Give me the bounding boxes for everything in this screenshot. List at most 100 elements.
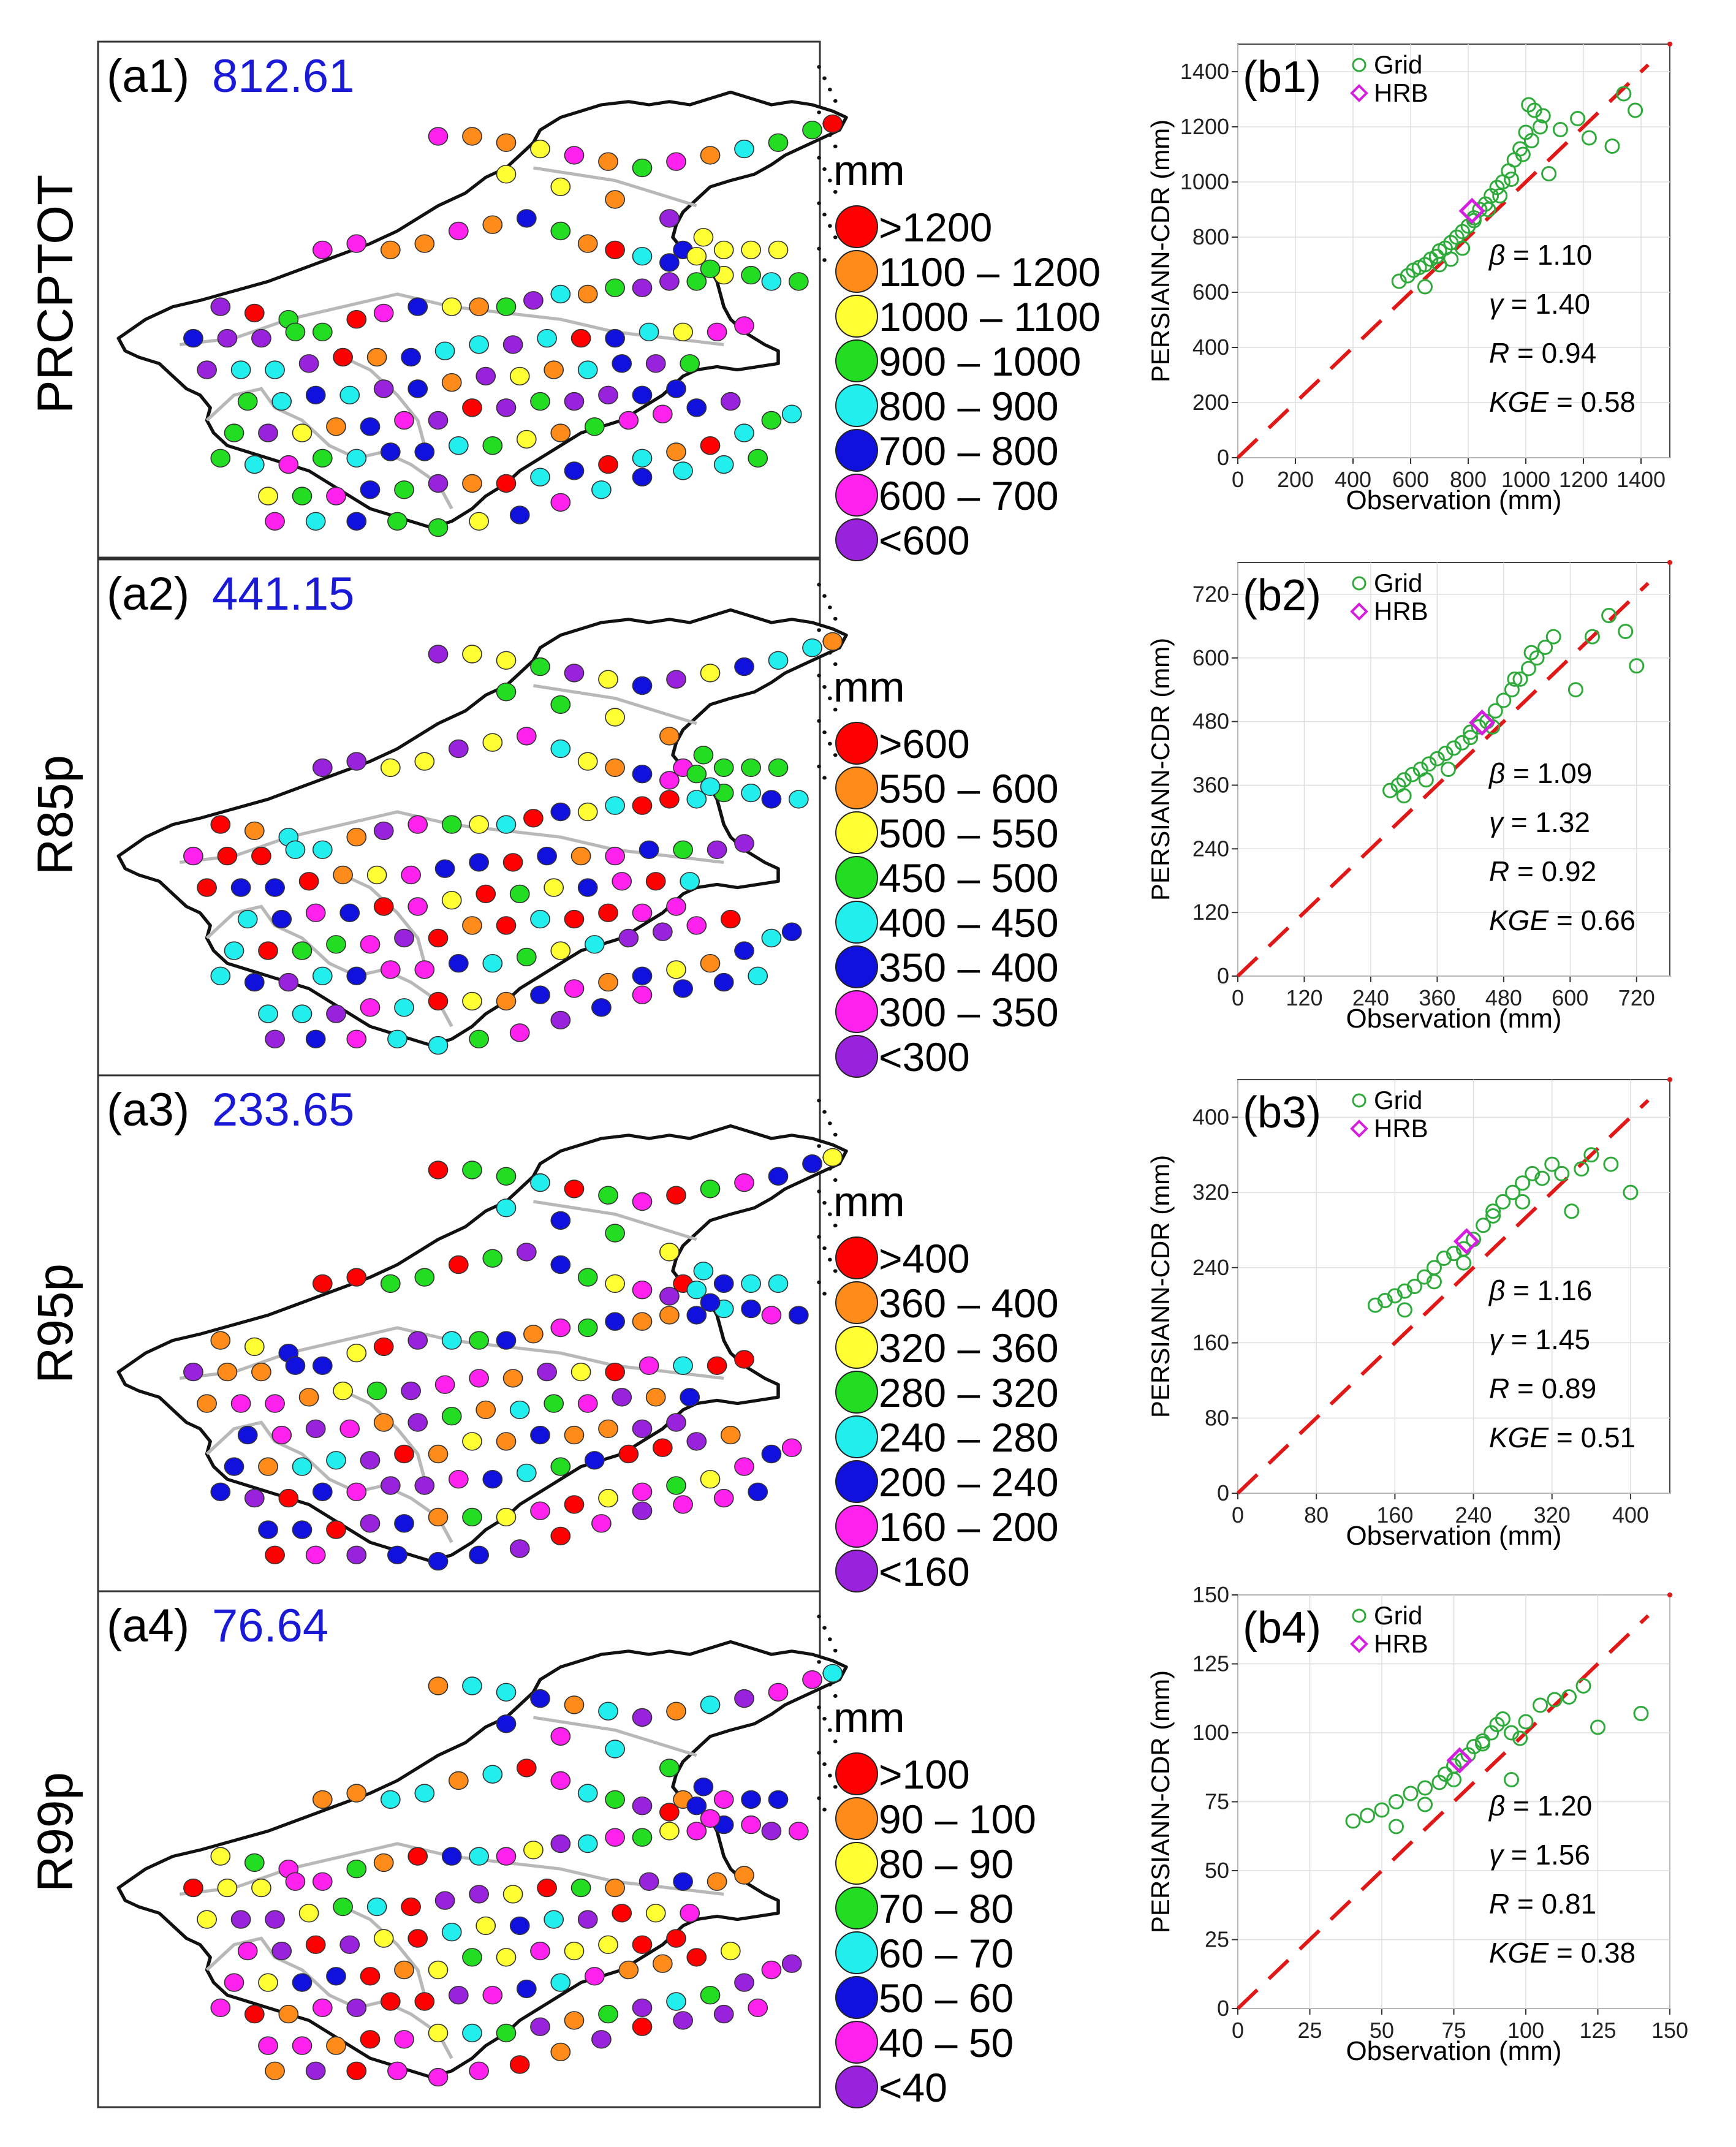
grid-point <box>1440 762 1456 777</box>
scatter-panel-3: 0 80 160 240 320 400 0 80 160 240 320 400 Observatio… <box>1146 1077 1672 1551</box>
station-dot <box>346 1029 367 1048</box>
station-dot <box>469 1545 489 1564</box>
station-dot <box>605 1790 625 1809</box>
island-dot <box>822 1110 827 1114</box>
grid-point <box>1421 756 1437 772</box>
station-dot <box>482 1986 503 2005</box>
station-dot <box>366 347 387 367</box>
x-tick-label: 50 <box>1370 2018 1394 2043</box>
station-dot <box>748 966 768 985</box>
station-dot <box>577 878 598 897</box>
grid-point <box>1403 1785 1419 1801</box>
legend-swatch <box>835 2066 878 2108</box>
station-dot <box>781 922 802 941</box>
legend-swatch <box>835 1842 878 1885</box>
station-dot <box>666 897 686 916</box>
station-dot <box>441 1847 462 1866</box>
y-tick-label: 75 <box>1205 1789 1229 1814</box>
station-dot <box>387 1545 407 1564</box>
station-dot <box>469 1029 489 1048</box>
station-dot <box>734 1173 754 1192</box>
station-dot <box>523 809 544 828</box>
station-dot <box>298 872 319 891</box>
stat-symbol: KGE <box>1489 904 1549 936</box>
hrb-point <box>1446 1747 1473 1774</box>
station-dot <box>632 449 653 468</box>
station-dot <box>333 1897 353 1917</box>
station-dot <box>530 1941 550 1961</box>
legend-item-label: 550 – 600 <box>879 766 1059 811</box>
station-dot <box>713 455 734 474</box>
row-label-prcptot: PRCPTOT <box>28 175 83 414</box>
station-dot <box>788 272 809 291</box>
map-mean-value: 233.65 <box>212 1084 354 1136</box>
station-dot <box>516 1243 537 1262</box>
station-dot <box>278 455 299 474</box>
legend-grid-marker <box>1352 58 1366 72</box>
y-tick-label: 1200 <box>1180 114 1229 139</box>
legend-item-label: 350 – 400 <box>879 945 1059 990</box>
island-dot <box>833 1785 838 1789</box>
station-dot <box>326 1967 346 1986</box>
stat-value: = 0.58 <box>1548 386 1636 418</box>
station-dot <box>652 1438 673 1457</box>
station-dot <box>632 1192 653 1211</box>
station-dot <box>564 909 585 929</box>
station-dot <box>530 1425 550 1445</box>
island-dot <box>833 1694 838 1698</box>
station-dot <box>183 1362 203 1382</box>
map-panel-label: (a1) <box>107 50 189 102</box>
stat-label: β = 1.20 <box>1488 1790 1592 1822</box>
station-dot <box>230 878 251 897</box>
station-dot <box>734 316 754 335</box>
island-dot <box>828 178 832 183</box>
station-dot <box>197 1910 217 1929</box>
stat-value: = 1.40 <box>1503 288 1590 320</box>
station-dot <box>605 1878 625 1898</box>
station-dot <box>380 1274 401 1293</box>
station-dot <box>360 998 381 1017</box>
map-panel-3: (a3) 233.65 <box>97 1074 848 1592</box>
station-dot <box>496 991 517 1011</box>
station-dot <box>339 1419 360 1438</box>
station-dot <box>605 1740 625 1759</box>
station-dot <box>659 771 680 790</box>
station-dot <box>516 727 537 746</box>
station-dot <box>407 297 428 316</box>
grid-point <box>1485 1208 1501 1224</box>
station-dot <box>632 1998 653 2017</box>
station-dot <box>265 512 285 531</box>
station-dot <box>645 354 666 373</box>
stat-value: = 1.16 <box>1505 1274 1592 1306</box>
station-dot <box>673 322 693 341</box>
station-dot <box>550 177 571 197</box>
station-dot <box>251 1878 271 1898</box>
island-dot <box>817 1099 821 1103</box>
station-dot <box>550 1771 571 1790</box>
station-dot <box>462 127 482 146</box>
station-dot <box>741 1815 761 1835</box>
station-dot <box>265 1545 285 1564</box>
island-dot <box>833 708 838 712</box>
station-dot <box>788 790 809 809</box>
grid-point <box>1387 1288 1403 1304</box>
grid-point <box>1446 740 1461 756</box>
station-dot <box>197 878 217 897</box>
station-dot <box>448 1255 469 1274</box>
station-dot <box>278 2004 299 2024</box>
station-dot <box>428 1551 449 1571</box>
legend-swatch <box>835 1326 878 1369</box>
x-tick-label: 240 <box>1352 985 1389 1010</box>
island-dot <box>822 1246 827 1251</box>
one-to-one-line <box>1236 1099 1650 1495</box>
station-dot <box>645 872 666 891</box>
station-dot <box>469 297 489 316</box>
y-tick-label: 400 <box>1192 335 1229 360</box>
station-dot <box>632 1482 653 1501</box>
island-dot <box>828 1683 832 1687</box>
corner-marker <box>1667 560 1672 565</box>
station-dot <box>734 834 754 853</box>
river-line <box>533 1716 697 1757</box>
station-dot <box>544 1394 564 1413</box>
station-dot <box>612 1904 632 1923</box>
